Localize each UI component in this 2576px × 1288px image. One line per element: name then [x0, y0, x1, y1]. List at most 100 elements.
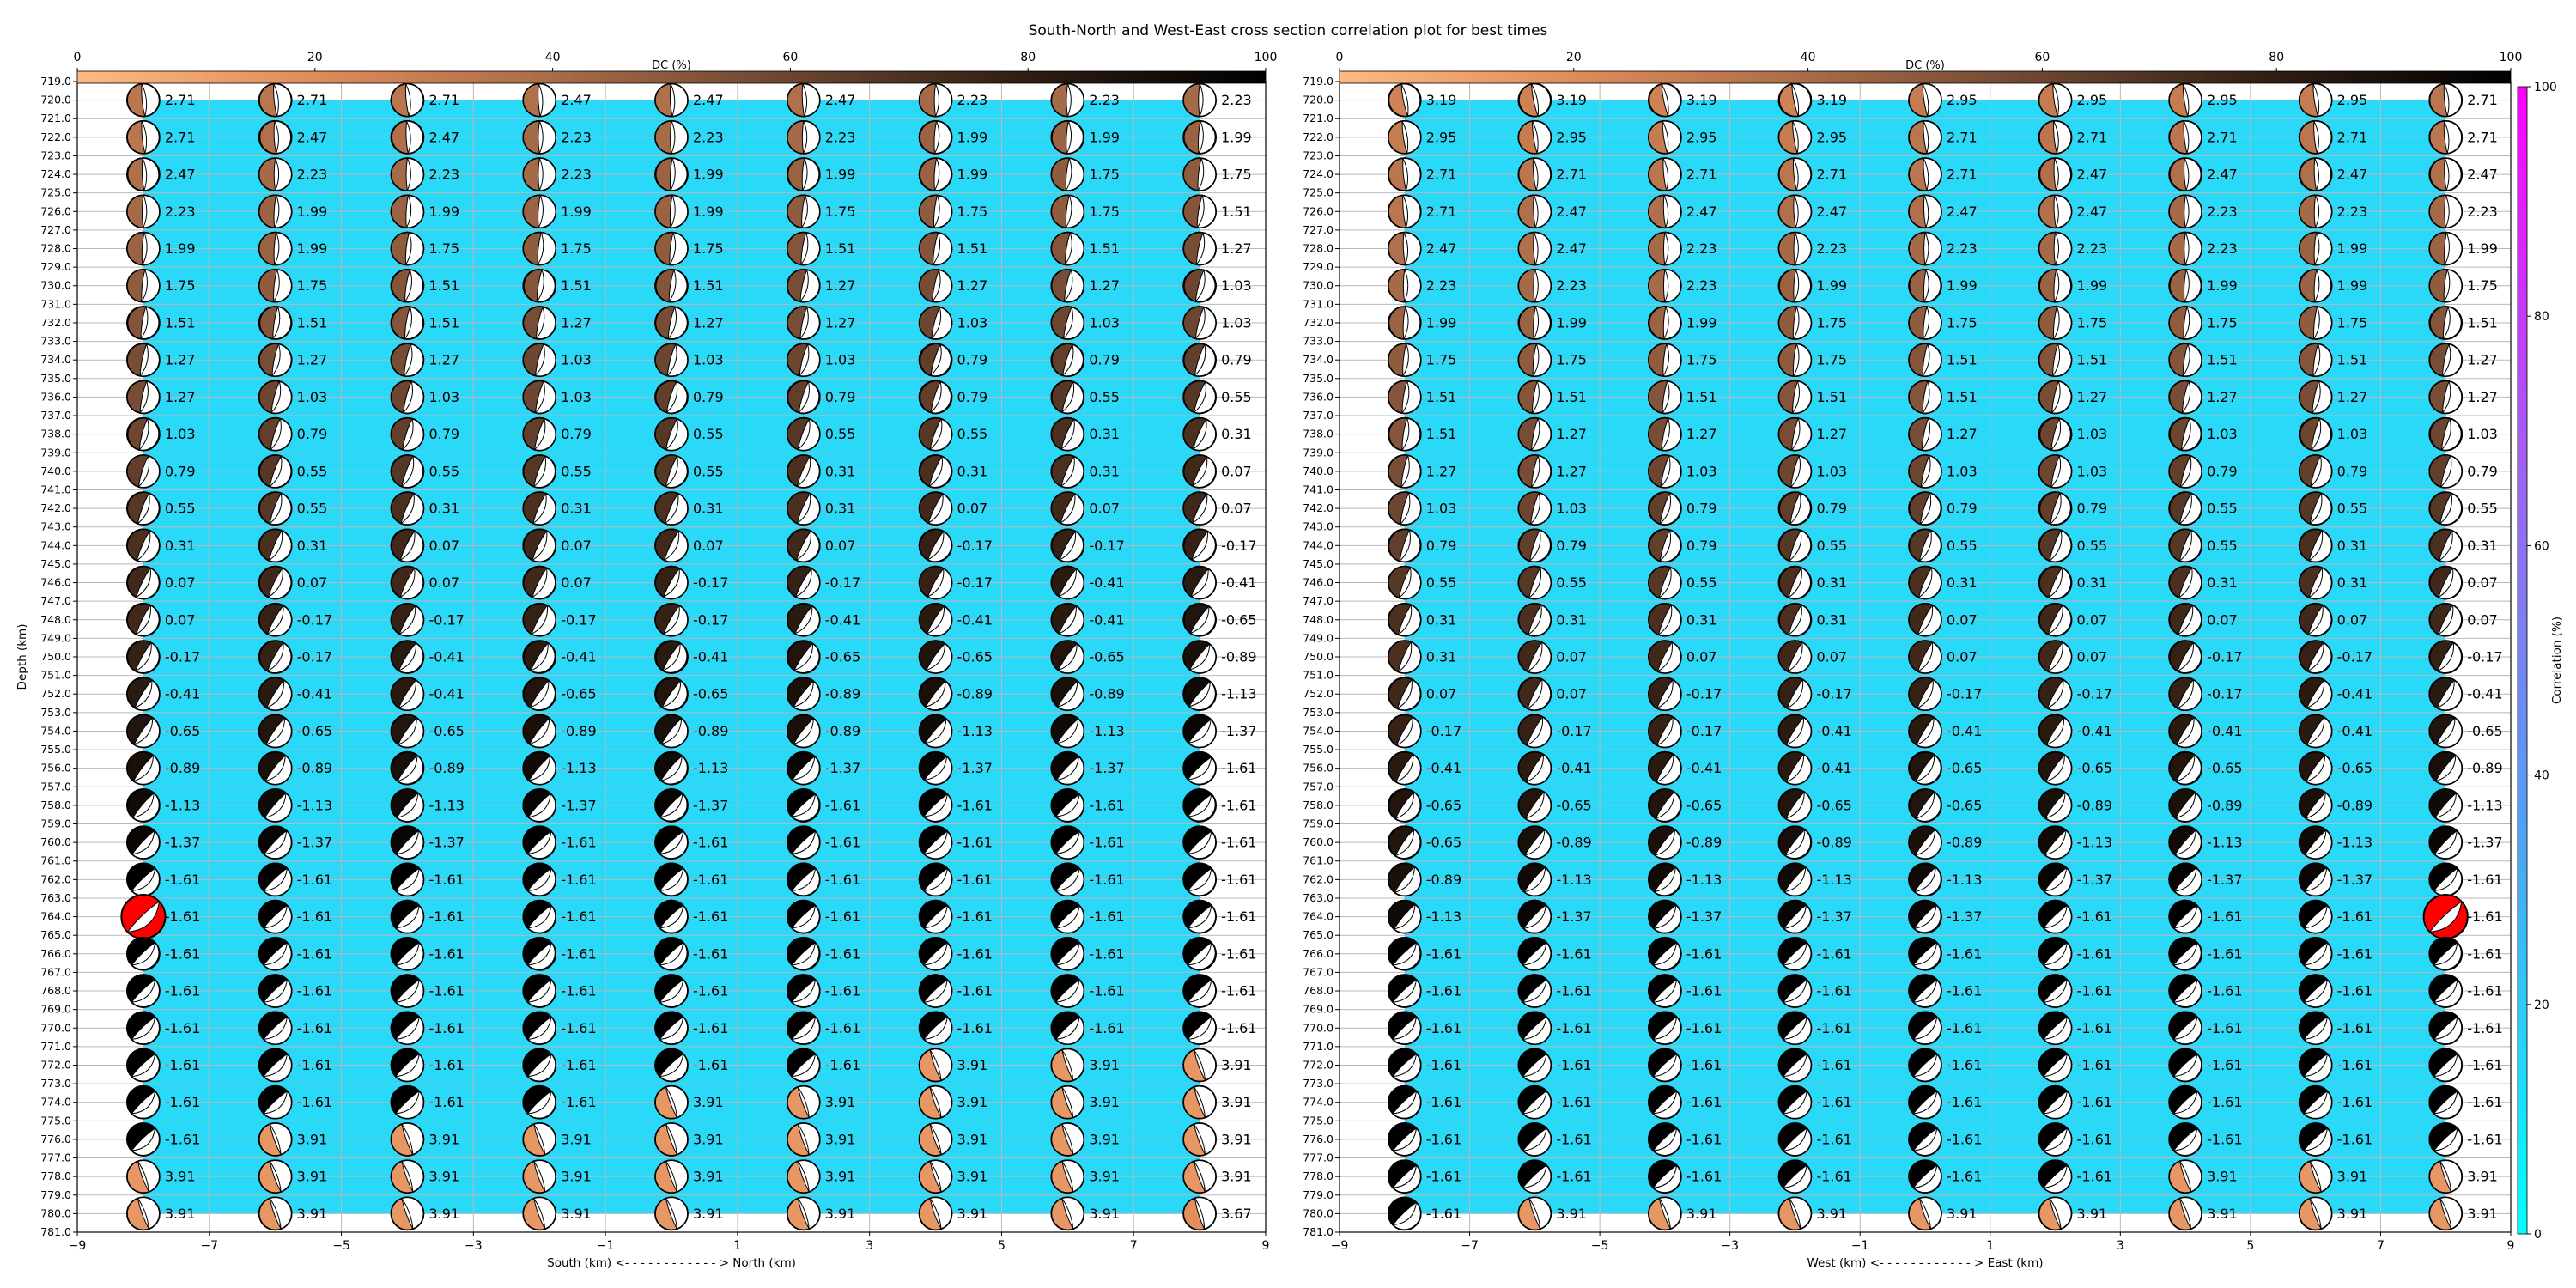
value-label: -0.41: [297, 686, 332, 702]
beachball: [654, 640, 689, 674]
beachball-rim: [390, 788, 425, 823]
value-label: 3.91: [561, 1206, 592, 1222]
beachball: [1777, 416, 1813, 452]
value-label: 3.91: [165, 1169, 196, 1185]
beachball-rim: [2298, 380, 2333, 415]
beachball-rim: [2038, 974, 2073, 1008]
beachball: [258, 120, 293, 155]
beachball: [1050, 120, 1085, 155]
beachball: [2168, 491, 2202, 526]
beachball-rim: [126, 1196, 161, 1231]
value-label: -0.65: [2467, 723, 2502, 739]
beachball-rim: [126, 343, 161, 377]
value-label: 2.47: [1556, 204, 1587, 220]
beachball: [786, 528, 821, 563]
xtick-label: −1: [1851, 1239, 1869, 1253]
beachball-rim: [1182, 1122, 1217, 1157]
beachball: [126, 1011, 161, 1046]
beachball: [390, 454, 425, 489]
value-label: -1.61: [2467, 1094, 2502, 1110]
x-axis-label: West (km) <- - - - - - - - - - - - > Eas…: [1807, 1256, 2043, 1270]
beachball: [1517, 1122, 1552, 1157]
beachball: [2428, 416, 2464, 452]
value-label: -0.89: [825, 723, 860, 739]
ytick-label: 724.0: [40, 167, 71, 180]
beachball: [1050, 1196, 1085, 1231]
value-label: -1.61: [1556, 1131, 1591, 1147]
beachball: [918, 120, 953, 155]
beachball: [786, 1084, 821, 1120]
beachball: [390, 231, 425, 266]
beachball: [1182, 862, 1217, 897]
beachball-rim: [918, 1196, 953, 1231]
ytick-label: 779.0: [1303, 1188, 1334, 1201]
beachball-rim: [2168, 1122, 2202, 1157]
beachball-rim: [1182, 1159, 1217, 1194]
beachball-rim: [1050, 937, 1085, 971]
value-label: 1.27: [1686, 426, 1717, 442]
beachball-rim: [1182, 380, 1217, 415]
beachball-rim: [1517, 788, 1552, 823]
ytick-label: 769.0: [1303, 1003, 1334, 1016]
beachball: [2168, 862, 2202, 897]
value-label: -0.41: [693, 649, 728, 665]
beachball: [1387, 306, 1422, 340]
ytick-label: 730.0: [40, 279, 71, 292]
beachball: [1777, 380, 1813, 415]
beachball: [1050, 937, 1085, 971]
value-label: 3.91: [825, 1131, 856, 1147]
value-label: -0.89: [297, 760, 332, 776]
value-label: 1.75: [2077, 314, 2108, 331]
beachball: [258, 714, 293, 749]
beachball: [1908, 491, 1942, 526]
beachball-rim: [1517, 120, 1552, 155]
value-label: 3.91: [2337, 1169, 2368, 1185]
value-label: 3.91: [2467, 1206, 2498, 1222]
beachball: [1648, 268, 1682, 303]
beachball-rim: [258, 231, 293, 266]
value-label: -1.61: [428, 872, 464, 888]
beachball: [1777, 1159, 1813, 1194]
beachball-rim: [1182, 974, 1217, 1008]
value-label: 0.79: [2467, 463, 2498, 479]
beachball: [1050, 416, 1085, 452]
beachball: [1908, 565, 1942, 600]
value-label: -1.61: [1221, 983, 1256, 999]
value-label: -0.41: [2337, 686, 2372, 702]
value-label: -1.61: [561, 945, 596, 962]
beachball-rim: [258, 714, 293, 749]
beachball-rim: [522, 268, 557, 303]
beachball-rim: [1050, 343, 1085, 377]
beachball: [654, 750, 689, 786]
beachball: [2428, 974, 2464, 1008]
beachball: [258, 231, 293, 266]
beachball: [1050, 454, 1085, 489]
beachball: [918, 1048, 953, 1083]
beachball-rim: [522, 343, 557, 377]
beachball-rim: [1182, 640, 1217, 674]
beachball: [1050, 640, 1085, 674]
value-label: -0.41: [1816, 723, 1851, 739]
beachball: [1777, 528, 1813, 563]
beachball: [2168, 788, 2202, 823]
beachball: [1777, 714, 1813, 749]
beachball: [1387, 714, 1422, 749]
beachball: [654, 194, 689, 229]
beachball-rim: [2038, 1084, 2073, 1120]
value-label: 1.75: [825, 204, 856, 220]
beachball-rim: [1182, 1048, 1217, 1083]
beachball: [1182, 750, 1217, 786]
beachball: [1182, 1084, 1217, 1120]
value-label: -0.65: [1816, 797, 1851, 813]
beachball-rim: [1648, 380, 1682, 415]
beachball: [1387, 899, 1422, 934]
value-label: -0.65: [1947, 797, 1982, 813]
value-label: -0.41: [1816, 760, 1851, 776]
value-label: -1.61: [1556, 983, 1591, 999]
beachball: [786, 714, 821, 749]
beachball: [258, 82, 293, 118]
value-label: 1.51: [957, 240, 988, 257]
value-label: 3.91: [1221, 1169, 1252, 1185]
beachball-rim: [1908, 306, 1942, 340]
beachball: [258, 1011, 293, 1046]
